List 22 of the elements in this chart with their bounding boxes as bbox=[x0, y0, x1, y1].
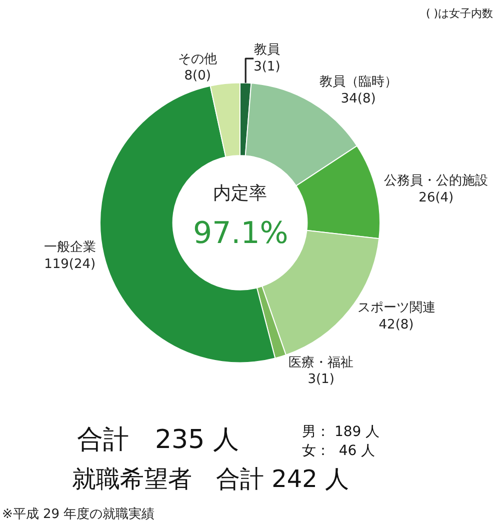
text: 就職希望者 合計 242 人 bbox=[72, 465, 350, 493]
data-label: 119(24) bbox=[44, 256, 96, 272]
text: 97.1% bbox=[193, 216, 288, 251]
text: 内定率 bbox=[213, 183, 267, 204]
slice-label: 公務員・公的施設 bbox=[384, 173, 488, 188]
slice-label: 教員（臨時） bbox=[319, 74, 398, 90]
text: 合計 235 人 bbox=[77, 425, 239, 455]
data-label: 8(0) bbox=[184, 68, 211, 84]
text: ※平成 29 年度の就職実績 bbox=[2, 506, 155, 522]
data-label: 3(1) bbox=[254, 59, 280, 74]
text: 女： 46 人 bbox=[302, 443, 376, 459]
slice-label: 医療・福祉 bbox=[288, 355, 354, 370]
text: 男： 189 人 bbox=[302, 424, 380, 440]
slice-label: スポーツ関連 bbox=[357, 300, 436, 316]
slice-label: 一般企業 bbox=[44, 240, 96, 256]
data-label: 26(4) bbox=[418, 190, 454, 206]
text: ( )は女子内数 bbox=[426, 7, 494, 20]
data-label: 34(8) bbox=[340, 91, 376, 106]
slice-label: その他 bbox=[178, 52, 218, 67]
slice-label: 教員 bbox=[254, 42, 280, 58]
data-label: 3(1) bbox=[308, 372, 334, 388]
data-label: 42(8) bbox=[378, 317, 414, 332]
